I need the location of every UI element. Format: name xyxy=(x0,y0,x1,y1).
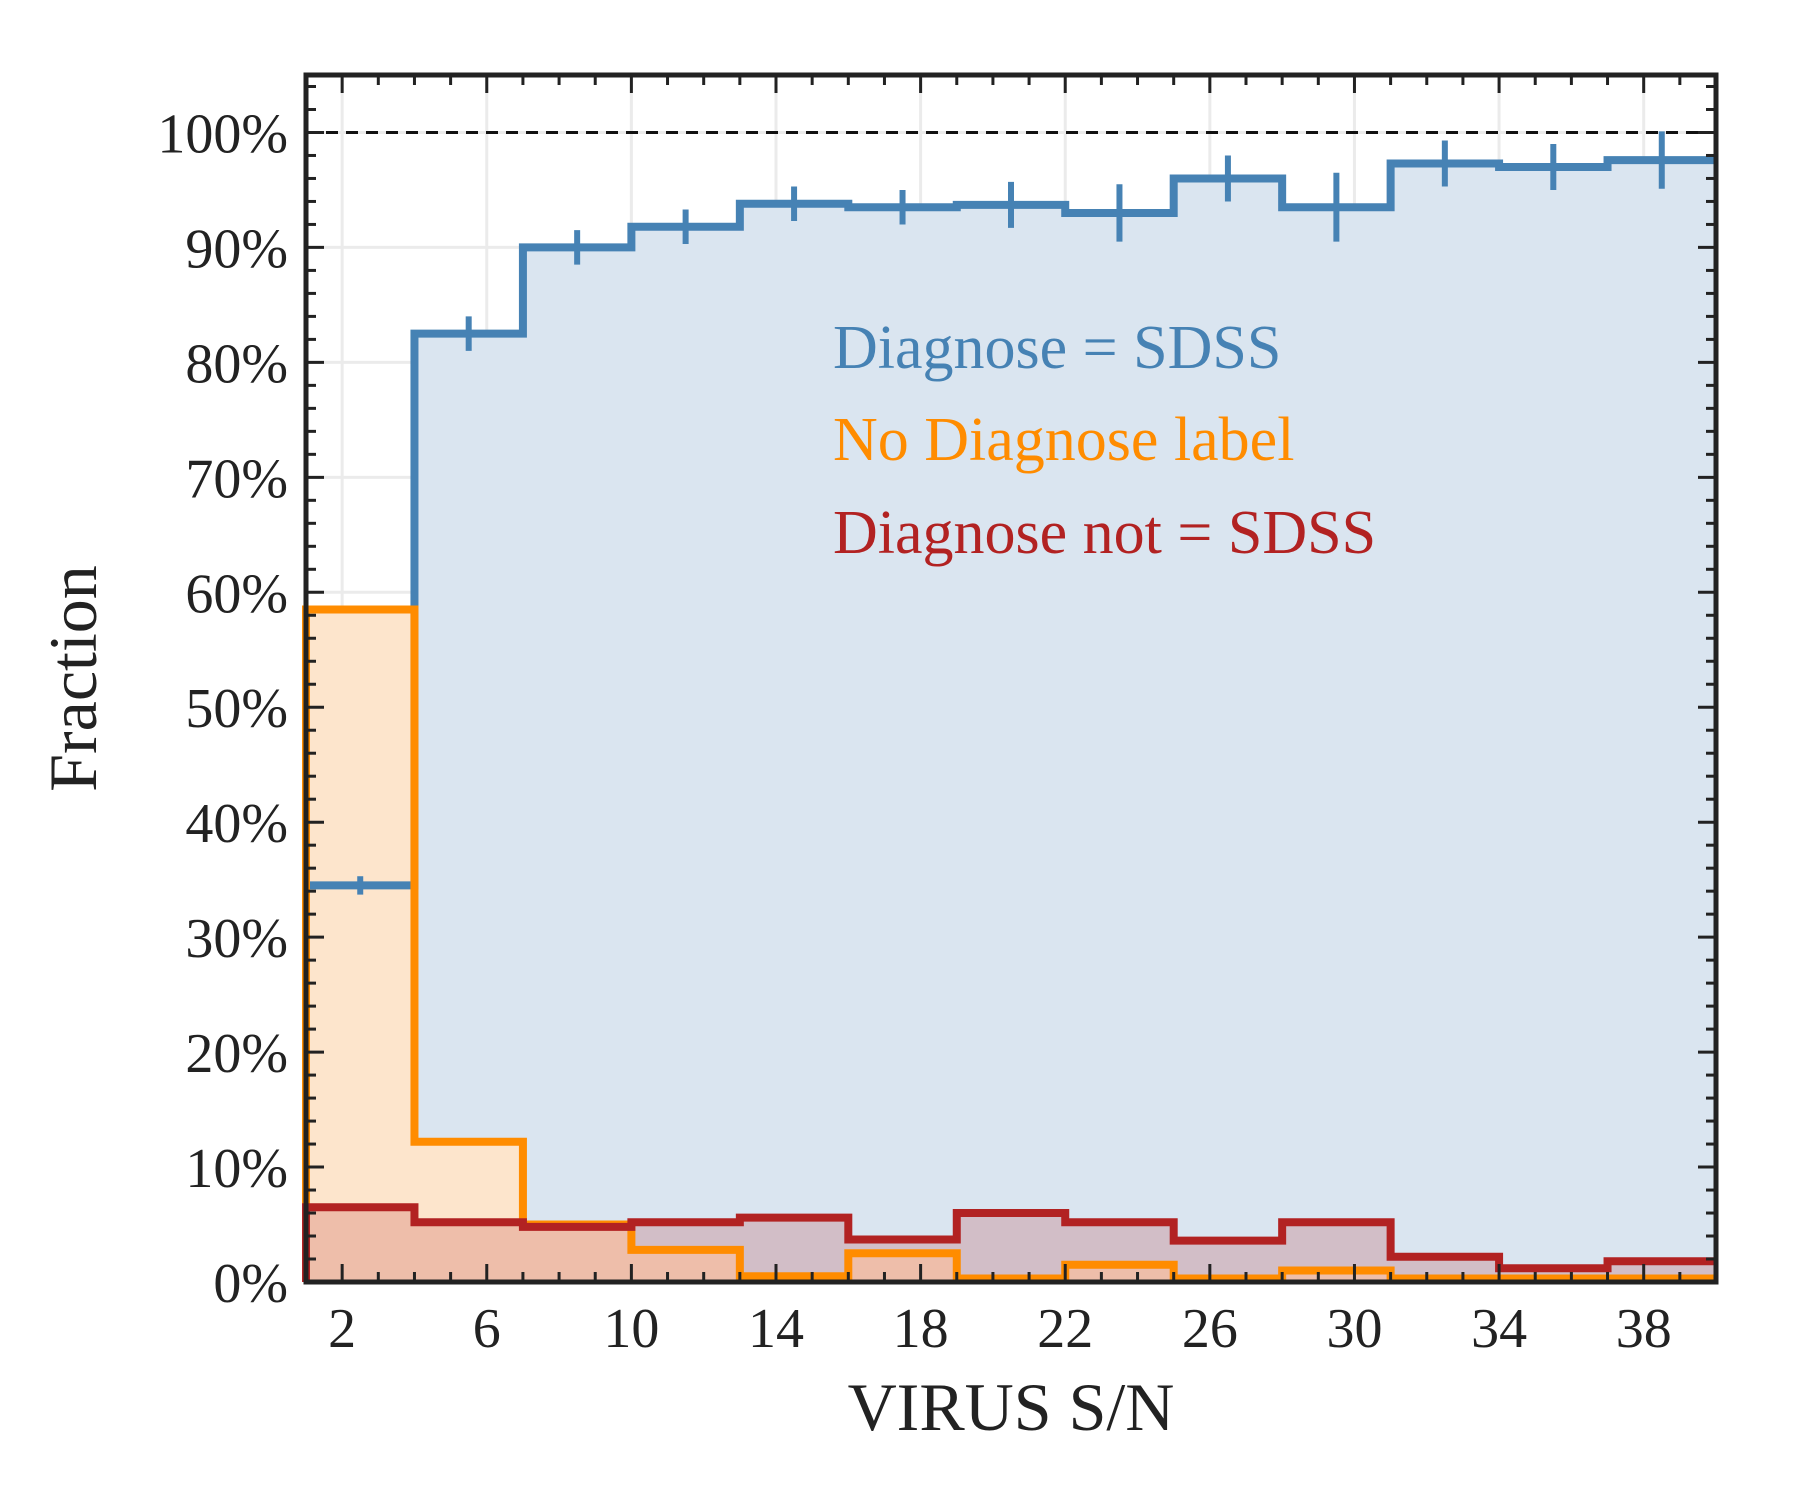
x-tick-label-14: 14 xyxy=(748,1298,804,1360)
y-tick-label-10: 10% xyxy=(185,1138,288,1200)
error-bars xyxy=(357,131,1665,895)
tick-labels: 2 6 10 14 18 22 26 30 34 380%10%20%30%40%50%60%70… xyxy=(157,103,1671,1360)
series-line-2 xyxy=(302,1203,1716,1282)
legend: Diagnose = SDSS No Diagnose label Diagno… xyxy=(833,314,1376,567)
x-tick-label-22: 22 xyxy=(1037,1298,1093,1360)
series-fill-0 xyxy=(306,160,1716,1283)
x-tick-label-10: 10 xyxy=(603,1298,659,1360)
y-tick-label-40: 40% xyxy=(185,793,288,855)
series-line-1 xyxy=(302,605,1716,1283)
y-tick-label-90: 90% xyxy=(185,218,288,280)
y-tick-label-80: 80% xyxy=(185,333,288,395)
series-line-0 xyxy=(302,156,1716,1282)
series-fill-1 xyxy=(306,609,1716,1282)
x-tick-label-26: 26 xyxy=(1182,1298,1238,1360)
y-tick-label-60: 60% xyxy=(185,563,288,625)
x-tick-label-6: 6 xyxy=(473,1298,501,1360)
x-tick-label-2: 2 xyxy=(328,1298,356,1360)
series-fills xyxy=(306,160,1716,1283)
x-tick-label-34: 34 xyxy=(1471,1298,1527,1360)
legend-entry-no-diagnose-label: No Diagnose label xyxy=(833,406,1294,474)
y-tick-label-100: 100% xyxy=(157,103,288,165)
y-tick-label-70: 70% xyxy=(185,448,288,510)
x-tick-label-18: 18 xyxy=(893,1298,949,1360)
y-axis-title: Fraction xyxy=(35,565,111,792)
y-tick-label-20: 20% xyxy=(185,1023,288,1085)
y-tick-label-30: 30% xyxy=(185,908,288,970)
legend-entry-diagnose-not-sdss: Diagnose not = SDSS xyxy=(833,499,1376,567)
plot-frame xyxy=(303,72,1719,1285)
x-tick-label-30: 30 xyxy=(1326,1298,1382,1360)
y-tick-label-50: 50% xyxy=(185,678,288,740)
series-lines xyxy=(302,156,1716,1283)
y-tick-label-0: 0% xyxy=(213,1253,288,1315)
x-tick-label-38: 38 xyxy=(1616,1298,1672,1360)
legend-entry-diagnose-sdss: Diagnose = SDSS xyxy=(833,314,1281,382)
x-axis-title: VIRUS S/N xyxy=(848,1369,1175,1445)
